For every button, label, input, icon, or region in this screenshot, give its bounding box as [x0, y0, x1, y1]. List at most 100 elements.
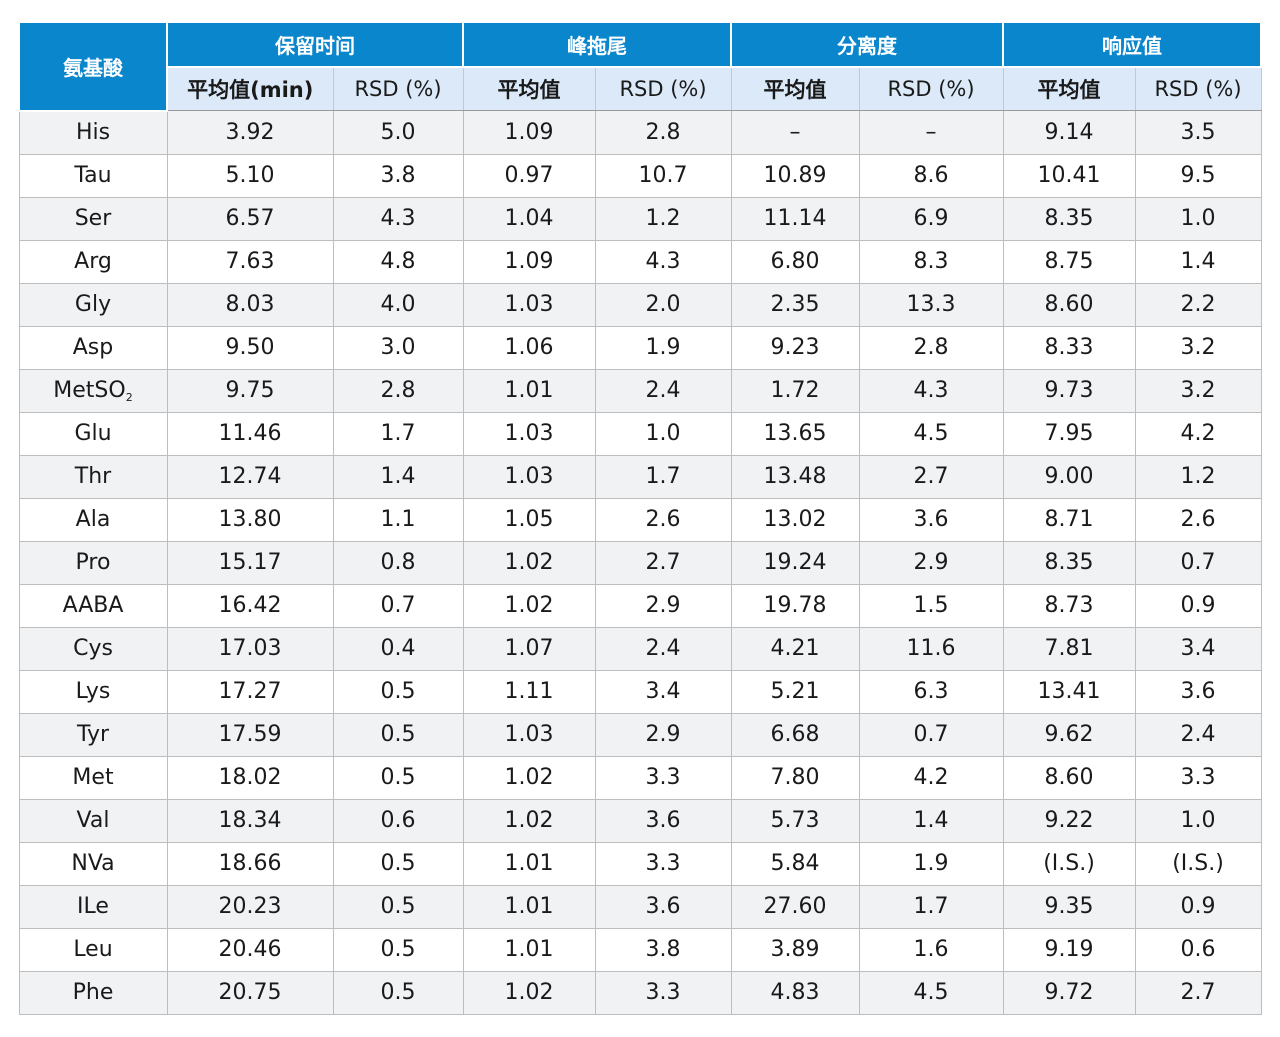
table-cell: 13.48	[730, 454, 860, 499]
table-cell: 0.5	[332, 884, 464, 929]
table-cell: 0.7	[1134, 540, 1262, 585]
table-cell: 8.73	[1002, 583, 1136, 628]
table-cell: 10.41	[1002, 153, 1136, 198]
table-cell: 4.2	[1134, 411, 1262, 456]
group-header-resolution: 分离度	[730, 21, 1004, 68]
amino-acid-name-cell: Phe	[18, 970, 168, 1015]
amino-acid-name: Cys	[73, 636, 113, 661]
table-body: His 3.92 5.0 1.09 2.8– –9.14 3.5 Tau 5.10 3.8 0.97…	[18, 110, 1262, 1015]
group-header-peak-tailing: 峰拖尾	[462, 21, 732, 68]
table-cell: 9.23	[730, 325, 860, 370]
table-cell: 1.2	[1134, 454, 1262, 499]
table-cell: 1.02	[462, 798, 596, 843]
table-cell: 3.3	[1134, 755, 1262, 800]
table-cell: 5.0	[332, 110, 464, 155]
amino-acid-name: ILe	[77, 894, 109, 919]
table-cell: 9.62	[1002, 712, 1136, 757]
table-cell: 13.41	[1002, 669, 1136, 714]
table-cell: 18.02	[166, 755, 334, 800]
table-cell: 2.2	[1134, 282, 1262, 327]
amino-acid-name-cell: Thr	[18, 454, 168, 499]
table-cell: 11.46	[166, 411, 334, 456]
table-cell: 3.4	[1134, 626, 1262, 671]
table-cell: 8.35	[1002, 540, 1136, 585]
table-cell: 3.8	[594, 927, 732, 972]
amino-acid-table-container: 氨基酸 保留时间 峰拖尾 分离度 响应值 平均值(min) RSD (%) 平均…	[18, 21, 1262, 1015]
table-cell: 2.6	[1134, 497, 1262, 542]
table-cell: 0.7	[332, 583, 464, 628]
table-cell: (I.S.)	[1002, 841, 1136, 886]
amino-acid-name-cell: Met	[18, 755, 168, 800]
table-row: Pro 15.17 0.8 1.02 2.7 19.24 2.9 8.35 0.7	[18, 540, 1262, 585]
table-cell: 0.5	[332, 712, 464, 757]
table-cell: 17.03	[166, 626, 334, 671]
amino-acid-name: Val	[76, 808, 110, 833]
table-cell: 7.80	[730, 755, 860, 800]
table-cell: 2.4	[594, 626, 732, 671]
table-row: NVa 18.66 0.5 1.01 3.3 5.84 1.9 (I.S.) (I.S.)	[18, 841, 1262, 886]
table-row: Tyr 17.59 0.5 1.03 2.9 6.68 0.7 9.62 2.4	[18, 712, 1262, 757]
table-row: Ser 6.57 4.3 1.04 1.2 11.14 6.9 8.35 1.0	[18, 196, 1262, 241]
table-cell: 3.89	[730, 927, 860, 972]
amino-acid-name: Pro	[75, 550, 111, 575]
table-cell: 1.07	[462, 626, 596, 671]
table-cell: 3.6	[1134, 669, 1262, 714]
table-cell: 8.03	[166, 282, 334, 327]
table-cell: 13.80	[166, 497, 334, 542]
table-cell: 19.78	[730, 583, 860, 628]
table-cell: 2.4	[1134, 712, 1262, 757]
table-row: Tau 5.10 3.8 0.97 10.7 10.89 8.6 10.41 9.5	[18, 153, 1262, 198]
amino-acid-name: Ala	[75, 507, 111, 532]
table-cell: 9.22	[1002, 798, 1136, 843]
table-row: Val 18.34 0.6 1.02 3.6 5.73 1.4 9.22 1.0	[18, 798, 1262, 843]
table-cell: 1.01	[462, 841, 596, 886]
table-cell: 1.04	[462, 196, 596, 241]
table-row: Thr 12.74 1.4 1.03 1.7 13.48 2.7 9.00 1.2	[18, 454, 1262, 499]
amino-acid-name: Asp	[72, 335, 114, 360]
amino-acid-name-cell: Arg	[18, 239, 168, 284]
subheader-mean-min: 平均值(min)	[166, 67, 334, 111]
amino-acid-name-cell: ILe	[18, 884, 168, 929]
table-cell: 0.9	[1134, 583, 1262, 628]
column-header-amino-acid: 氨基酸	[18, 21, 168, 112]
amino-acid-name-cell: Tyr	[18, 712, 168, 757]
table-cell: 2.8	[594, 110, 732, 155]
table-cell: 1.7	[858, 884, 1004, 929]
table-cell: 0.4	[332, 626, 464, 671]
amino-acid-name-cell: Glu	[18, 411, 168, 456]
table-cell: 15.17	[166, 540, 334, 585]
amino-acid-name-cell: Asp	[18, 325, 168, 370]
table-row: Ala 13.80 1.1 1.05 2.6 13.02 3.6 8.71 2.6	[18, 497, 1262, 542]
amino-acid-name-cell: Ala	[18, 497, 168, 542]
amino-acid-name-cell: His	[18, 110, 168, 155]
table-cell: 1.09	[462, 110, 596, 155]
table-cell: 4.2	[858, 755, 1004, 800]
subheader-rsd: RSD (%)	[332, 67, 464, 111]
table-cell: 8.60	[1002, 755, 1136, 800]
amino-acid-name: MetSO	[53, 377, 126, 403]
table-cell: 4.3	[594, 239, 732, 284]
amino-acid-name-subscript: 2	[125, 390, 133, 404]
amino-acid-name: Phe	[72, 980, 114, 1005]
table-cell: 1.02	[462, 540, 596, 585]
amino-acid-name-cell: Pro	[18, 540, 168, 585]
table-cell: 3.6	[594, 798, 732, 843]
table-cell: 1.9	[858, 841, 1004, 886]
amino-acid-name-cell: Gly	[18, 282, 168, 327]
table-cell: 17.59	[166, 712, 334, 757]
table-cell: 8.75	[1002, 239, 1136, 284]
table-cell: 1.0	[594, 411, 732, 456]
table-cell: –	[858, 110, 1004, 155]
subheader-mean: 平均值	[1002, 67, 1136, 111]
group-header-response: 响应值	[1002, 21, 1262, 68]
table-cell: 1.5	[858, 583, 1004, 628]
table-cell: 2.0	[594, 282, 732, 327]
table-cell: 6.57	[166, 196, 334, 241]
amino-acid-name: NVa	[71, 851, 115, 876]
table-cell: 6.9	[858, 196, 1004, 241]
table-cell: 5.84	[730, 841, 860, 886]
table-cell: 8.71	[1002, 497, 1136, 542]
group-header-row: 氨基酸 保留时间 峰拖尾 分离度 响应值	[18, 21, 1262, 112]
table-cell: 7.95	[1002, 411, 1136, 456]
subheader-rsd: RSD (%)	[858, 67, 1004, 111]
